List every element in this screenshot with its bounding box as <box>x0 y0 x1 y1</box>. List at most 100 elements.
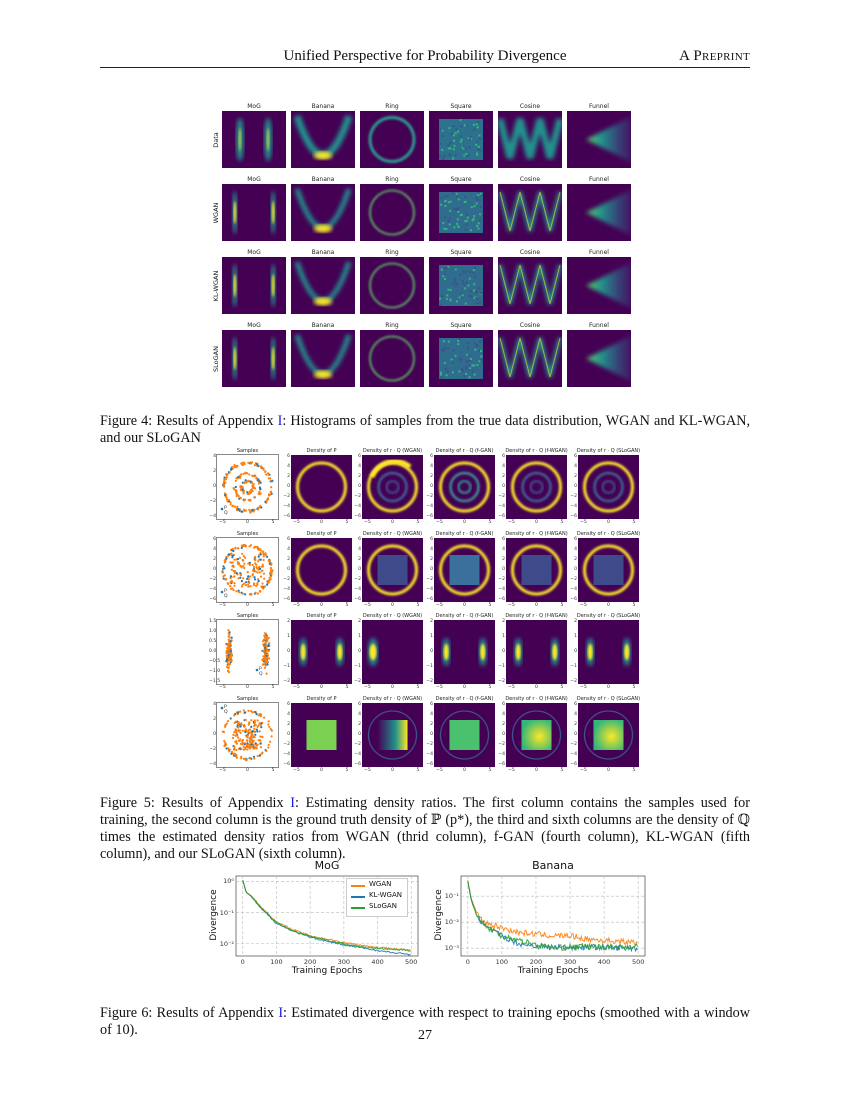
panel-title: Cosine <box>519 322 541 329</box>
sample-point <box>249 544 253 547</box>
sample-point <box>228 663 231 666</box>
panel-title: Samples <box>236 613 259 619</box>
sample-point <box>240 747 243 751</box>
legend-label-q: Q <box>224 511 228 516</box>
sample-point <box>271 569 274 572</box>
sample-point <box>256 743 259 746</box>
y-tick-label: 4 <box>287 547 290 552</box>
y-tick-label: 2 <box>358 619 361 624</box>
sample-point <box>231 547 234 550</box>
sample-point <box>253 727 256 730</box>
sample-point <box>261 563 264 566</box>
x-tick-label: 0 <box>391 685 394 690</box>
x-tick-label: 0 <box>246 685 249 690</box>
y-tick-label: 2 <box>213 557 216 562</box>
sample-point <box>254 559 257 562</box>
sample-point <box>262 638 265 641</box>
x-tick-label: 5 <box>488 685 492 690</box>
panel-title: Density of r · Q (f-WGAN) <box>505 696 568 702</box>
x-tick-label: −5 <box>364 520 371 525</box>
sample-point <box>227 667 230 670</box>
panel-title: Density of P <box>306 613 337 619</box>
sample-point <box>253 578 257 581</box>
histogram-panel-cosine <box>498 257 562 314</box>
axes-frame <box>460 875 646 957</box>
sample-point <box>263 577 266 580</box>
sample-point <box>251 509 254 512</box>
x-tick-label: −5 <box>580 520 587 525</box>
y-tick-label: −2 <box>498 679 505 684</box>
sample-point <box>262 657 265 661</box>
histogram-panel-ring <box>360 184 424 241</box>
sample-point <box>243 711 247 714</box>
y-tick-label: 4 <box>502 547 505 552</box>
sample-point <box>256 571 259 574</box>
y-tick-label: −2 <box>283 742 290 747</box>
density-panel <box>578 455 639 519</box>
sample-point <box>227 659 230 662</box>
sample-point <box>234 734 237 737</box>
sample-point <box>264 664 267 667</box>
sample-point <box>270 563 273 566</box>
appendix-link[interactable]: I <box>277 413 283 429</box>
sample-point <box>245 745 248 749</box>
sample-point <box>244 584 248 587</box>
panel-title: MoG <box>247 322 261 329</box>
x-tick-label: 5 <box>488 520 492 525</box>
y-tick-label: 2 <box>213 717 216 722</box>
sample-point <box>235 729 238 732</box>
sample-point <box>267 644 270 647</box>
y-tick-label: 0 <box>502 567 505 572</box>
y-tick-label: −6 <box>354 762 361 767</box>
series-line-slogan <box>467 880 638 952</box>
y-tick-label: 2 <box>574 722 577 727</box>
x-tick-label: 0 <box>463 520 466 525</box>
sample-point <box>227 629 230 632</box>
appendix-link[interactable]: I <box>278 1005 284 1021</box>
sample-point <box>239 576 242 579</box>
y-tick-label: 0 <box>574 484 577 489</box>
density-panel <box>434 703 495 767</box>
sample-point <box>251 474 254 477</box>
sample-point <box>262 553 265 556</box>
sample-point <box>257 508 260 511</box>
y-tick-label: 6 <box>430 537 433 542</box>
sample-point <box>233 464 236 467</box>
density-panel <box>434 538 495 602</box>
sample-point <box>235 756 238 759</box>
sample-point <box>239 742 243 745</box>
sample-point <box>239 564 242 567</box>
sample-point <box>237 721 240 724</box>
panel-title: Density of r · Q (SLoGAN) <box>576 448 641 454</box>
panel-title: Ring <box>385 249 399 256</box>
sample-point <box>225 659 228 662</box>
density-panel <box>506 538 567 602</box>
x-tick-label: 5 <box>345 768 349 773</box>
panel-title: Density of r · Q (f-GAN) <box>435 613 494 619</box>
sample-point <box>249 585 252 588</box>
sample-point <box>228 656 232 659</box>
density-panel <box>362 455 423 519</box>
caption-text: : Estimating density ratios. The first c… <box>100 795 750 862</box>
sample-point <box>232 487 235 490</box>
sample-point <box>230 568 233 571</box>
sample-point <box>264 646 267 649</box>
sample-point <box>265 672 268 675</box>
sample-point <box>265 499 268 502</box>
y-tick-label: 4 <box>213 454 216 459</box>
sample-point <box>237 563 240 566</box>
sample-point <box>231 505 234 508</box>
x-tick-label: 5 <box>271 520 275 525</box>
sample-point <box>237 726 240 729</box>
sample-point <box>228 553 231 556</box>
sample-point <box>244 747 247 751</box>
y-tick-label: 0 <box>358 567 361 572</box>
y-tick-label: −2 <box>354 494 361 499</box>
appendix-link[interactable]: I <box>290 795 295 811</box>
y-tick-label: 2 <box>287 619 290 624</box>
histogram-panel-cosine <box>498 184 562 241</box>
series-line-wgan <box>467 880 638 947</box>
y-tick-label: −4 <box>209 514 216 519</box>
y-tick-label: 1 <box>574 634 577 639</box>
y-tick-label: −4 <box>283 587 290 592</box>
